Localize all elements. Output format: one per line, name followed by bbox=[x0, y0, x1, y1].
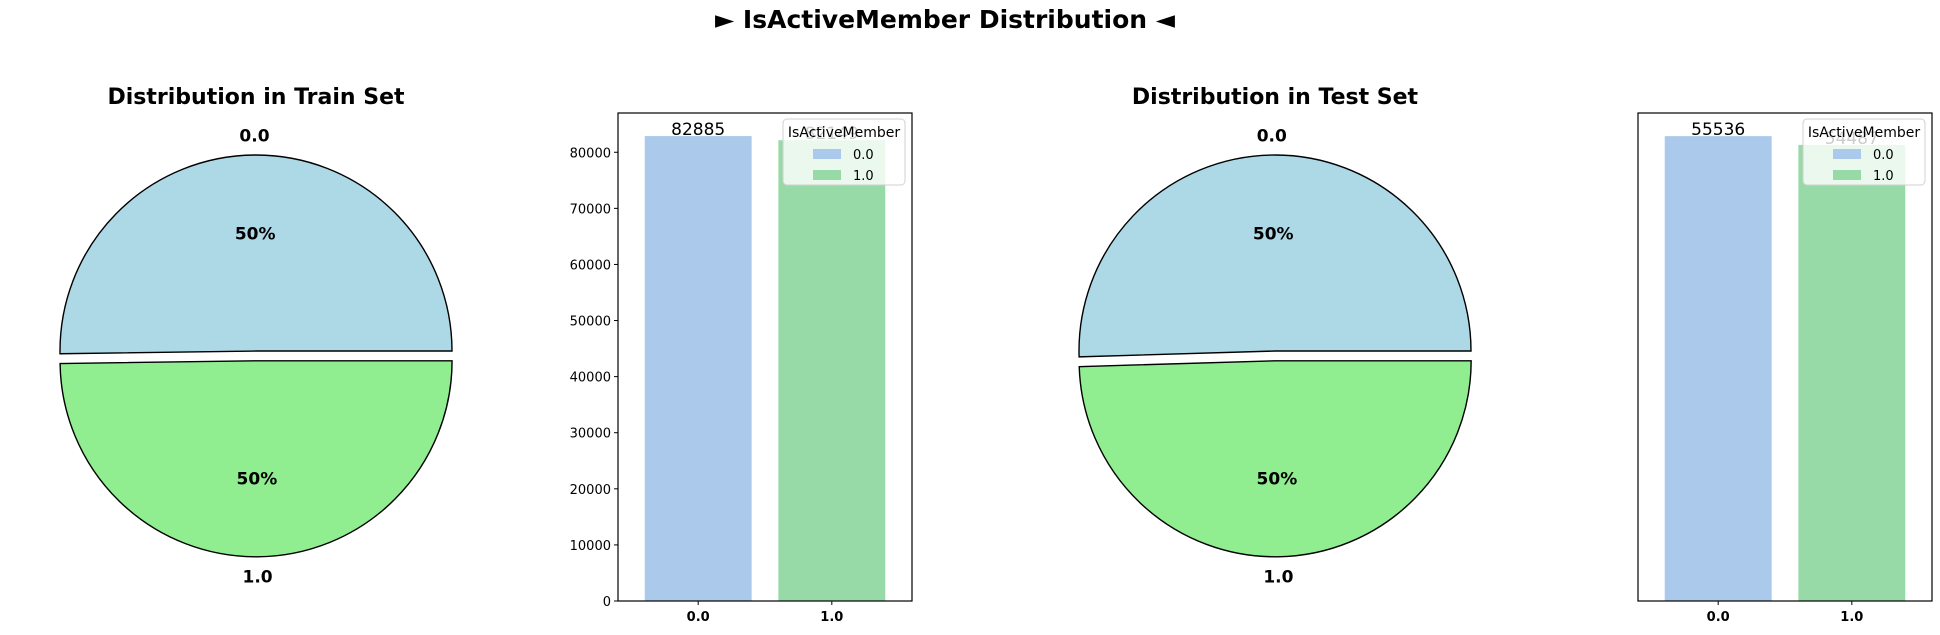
x-tick-label-train-1.0: 1.0 bbox=[820, 610, 843, 625]
y-tick-label-train-3: 30000 bbox=[570, 427, 611, 442]
pie-title-train: Distribution in Train Set bbox=[108, 85, 405, 110]
y-tick-label-train-4: 40000 bbox=[570, 371, 611, 386]
legend-swatch-test-1.0 bbox=[1833, 170, 1861, 180]
legend-entry-train-1.0: 1.0 bbox=[853, 169, 874, 184]
x-tick-label-train-0.0: 0.0 bbox=[687, 610, 710, 625]
y-tick-label-train-2: 20000 bbox=[570, 483, 611, 498]
y-tick-label-train-6: 60000 bbox=[570, 258, 611, 273]
pie-pct-test-1.0: 50% bbox=[1257, 469, 1298, 489]
legend-title-train: IsActiveMember bbox=[788, 125, 901, 141]
y-tick-label-train-5: 50000 bbox=[570, 315, 611, 330]
pie-slice-train-0.0 bbox=[59, 154, 453, 355]
legend-box-test bbox=[1802, 118, 1926, 186]
x-tick-label-test-1.0: 1.0 bbox=[1840, 610, 1863, 625]
pie-label-test-0.0: 0.0 bbox=[1257, 126, 1287, 146]
legend-train: IsActiveMember 0.0 1.0 bbox=[782, 118, 906, 186]
legend-swatch-test-0.0 bbox=[1833, 149, 1861, 159]
legend-swatch-train-0.0 bbox=[813, 149, 841, 159]
bar-train-0.0 bbox=[644, 136, 752, 601]
bar-test-1.0 bbox=[1798, 144, 1906, 602]
legend-title-test: IsActiveMember bbox=[1808, 125, 1921, 141]
pie-label-train-1.0: 1.0 bbox=[243, 567, 273, 587]
bar-chart-train: 828850.0821491.0010000200003000040000500… bbox=[570, 112, 913, 625]
bar-train-1.0 bbox=[778, 140, 886, 601]
pie-title-test: Distribution in Test Set bbox=[1132, 85, 1419, 110]
bar-test-0.0 bbox=[1664, 136, 1772, 601]
legend-entry-test-0.0: 0.0 bbox=[1873, 148, 1894, 163]
figure-suptitle: ► IsActiveMember Distribution ◄ bbox=[715, 5, 1176, 34]
pie-pct-test-0.0: 50% bbox=[1253, 224, 1294, 244]
y-tick-label-train-8: 80000 bbox=[570, 146, 611, 161]
axes-frame-test bbox=[1637, 112, 1933, 602]
y-tick-label-train-0: 0 bbox=[603, 595, 611, 610]
pie-label-test-1.0: 1.0 bbox=[1263, 567, 1293, 587]
bar-value-label-test-0.0: 55536 bbox=[1691, 120, 1745, 140]
y-tick-label-train-7: 70000 bbox=[570, 202, 611, 217]
legend-entry-test-1.0: 1.0 bbox=[1873, 169, 1894, 184]
y-tick-label-train-1: 10000 bbox=[570, 539, 611, 554]
pie-pct-train-0.0: 50% bbox=[235, 224, 276, 244]
bar-value-label-train-0.0: 82885 bbox=[671, 120, 725, 140]
pie-slice-test-1.0 bbox=[1078, 360, 1472, 558]
pie-label-train-0.0: 0.0 bbox=[239, 126, 269, 146]
legend-entry-train-0.0: 0.0 bbox=[853, 148, 874, 163]
legend-test: IsActiveMember 0.0 1.0 bbox=[1802, 118, 1926, 186]
pie-chart-test: Distribution in Test Set 0.0 50% 1.0 50% bbox=[1078, 85, 1472, 587]
pie-pct-train-1.0: 50% bbox=[237, 469, 278, 489]
legend-box-train bbox=[782, 118, 906, 186]
pie-chart-train: Distribution in Train Set 0.0 50% 1.0 50% bbox=[59, 85, 453, 587]
legend-swatch-train-1.0 bbox=[813, 170, 841, 180]
x-tick-label-test-0.0: 0.0 bbox=[1707, 610, 1730, 625]
pie-slice-train-1.0 bbox=[59, 360, 453, 558]
axes-frame-train bbox=[617, 112, 913, 602]
pie-slice-test-0.0 bbox=[1078, 154, 1472, 358]
